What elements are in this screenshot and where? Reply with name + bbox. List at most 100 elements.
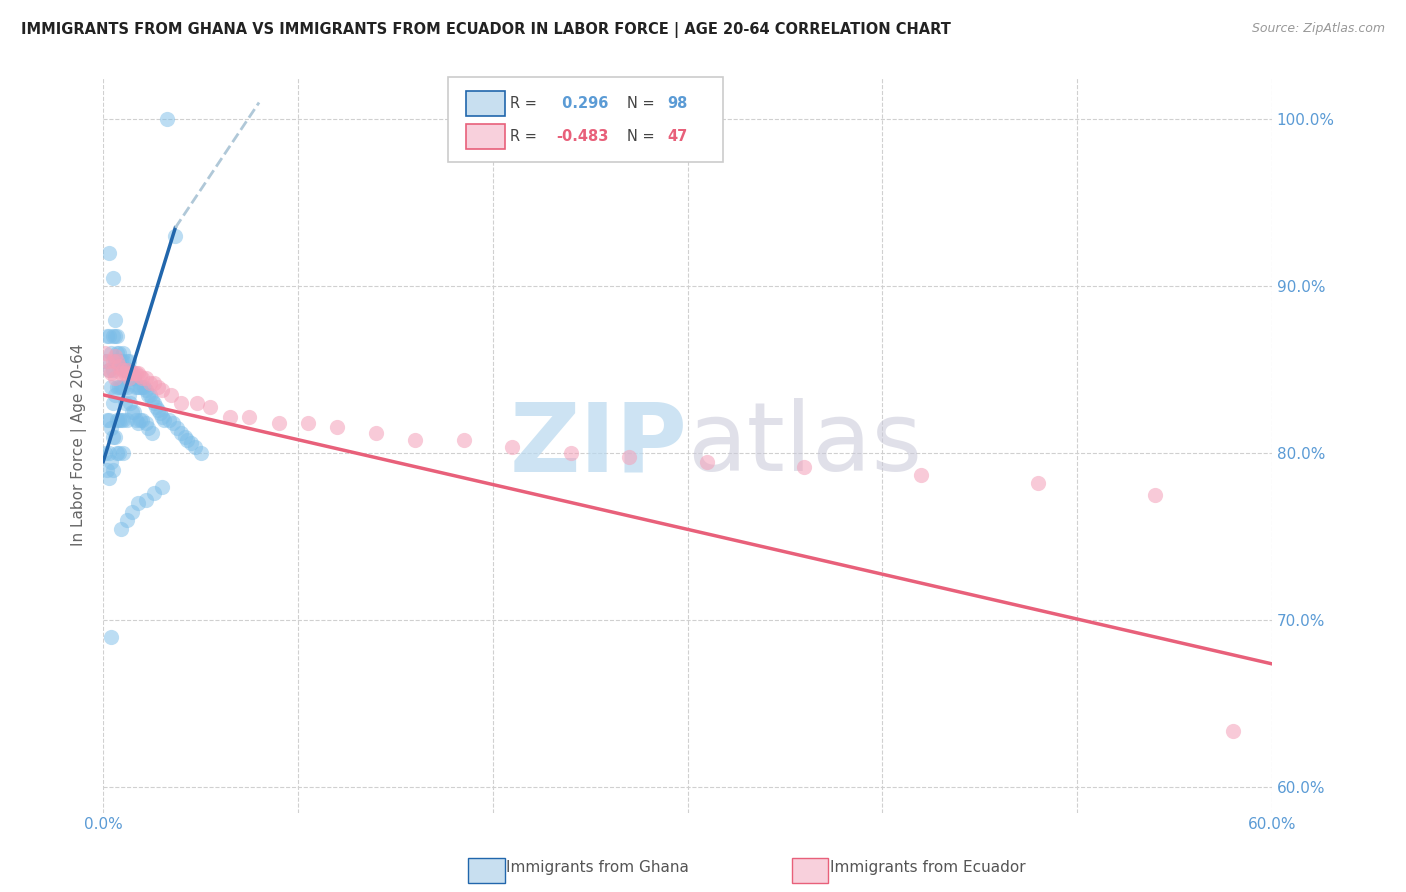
Point (105, 354, 128, 368)
Point (125, 366, 148, 380)
Point (101, 329, 124, 343)
Point (139, 388, 162, 402)
Point (127, 496, 149, 510)
Point (104, 371, 127, 385)
Point (131, 413, 153, 427)
Point (105, 329, 128, 343)
Point (142, 486, 165, 500)
Point (110, 354, 132, 368)
Y-axis label: In Labor Force | Age 20-64: In Labor Force | Age 20-64 (72, 343, 87, 546)
Point (101, 363, 124, 377)
Point (100, 455, 122, 469)
Point (617, 450, 640, 464)
Point (104, 354, 127, 368)
Text: -0.483: -0.483 (557, 128, 609, 144)
Point (110, 366, 132, 380)
Point (101, 430, 124, 444)
Point (98, 471, 121, 485)
Point (115, 363, 138, 377)
Point (110, 413, 132, 427)
Point (104, 430, 127, 444)
Point (135, 417, 157, 431)
Point (152, 413, 174, 427)
Point (96, 463, 118, 477)
Point (136, 388, 159, 402)
Text: N =: N = (627, 128, 659, 144)
Point (170, 426, 193, 441)
Point (125, 413, 148, 427)
Point (910, 468, 932, 483)
Point (107, 413, 129, 427)
Point (105, 413, 128, 427)
Point (98, 363, 121, 377)
Point (142, 376, 165, 391)
FancyBboxPatch shape (465, 91, 505, 116)
Point (146, 403, 169, 417)
Point (105, 379, 128, 393)
Point (160, 388, 183, 402)
Point (364, 426, 387, 441)
Point (142, 396, 165, 410)
Point (94, 354, 117, 368)
Point (101, 271, 124, 285)
Point (115, 379, 138, 393)
Point (111, 363, 134, 377)
Point (134, 379, 156, 393)
Point (127, 417, 149, 431)
Point (150, 409, 173, 424)
Point (100, 366, 122, 380)
Point (100, 346, 122, 360)
Point (114, 396, 136, 410)
Text: Immigrants from Ecuador: Immigrants from Ecuador (830, 860, 1025, 874)
Point (121, 505, 143, 519)
Point (101, 463, 124, 477)
Point (124, 371, 146, 385)
Point (98, 446, 121, 460)
Point (127, 379, 149, 393)
Point (117, 388, 139, 402)
Point (98, 363, 121, 377)
Point (186, 396, 208, 410)
Point (94, 346, 117, 360)
Point (111, 413, 134, 427)
Point (105, 446, 128, 460)
Point (184, 440, 207, 454)
Point (104, 329, 127, 343)
Point (111, 354, 134, 368)
Point (129, 369, 152, 384)
Point (218, 409, 240, 424)
Point (180, 436, 202, 450)
Text: R =: R = (510, 128, 541, 144)
Point (107, 354, 129, 368)
Point (100, 630, 122, 644)
Point (149, 406, 172, 420)
Text: Source: ZipAtlas.com: Source: ZipAtlas.com (1251, 22, 1385, 36)
Text: 47: 47 (668, 128, 688, 144)
Point (176, 433, 198, 447)
Point (326, 419, 349, 434)
Point (141, 426, 163, 441)
Text: R =: R = (510, 95, 541, 111)
Point (120, 363, 142, 377)
Point (297, 417, 319, 431)
Point (121, 366, 143, 380)
Point (165, 229, 187, 244)
Point (96, 354, 118, 368)
Point (135, 383, 157, 397)
Point (115, 354, 138, 368)
Point (111, 446, 134, 460)
Point (1026, 476, 1049, 491)
Point (111, 346, 134, 360)
Point (114, 363, 136, 377)
Point (156, 112, 179, 127)
Point (135, 371, 157, 385)
Point (696, 455, 718, 469)
Point (174, 430, 197, 444)
Point (1144, 488, 1167, 502)
Point (146, 379, 169, 393)
Point (139, 376, 162, 391)
Point (793, 459, 815, 474)
Point (170, 396, 193, 410)
Point (115, 513, 138, 527)
Point (98, 329, 121, 343)
